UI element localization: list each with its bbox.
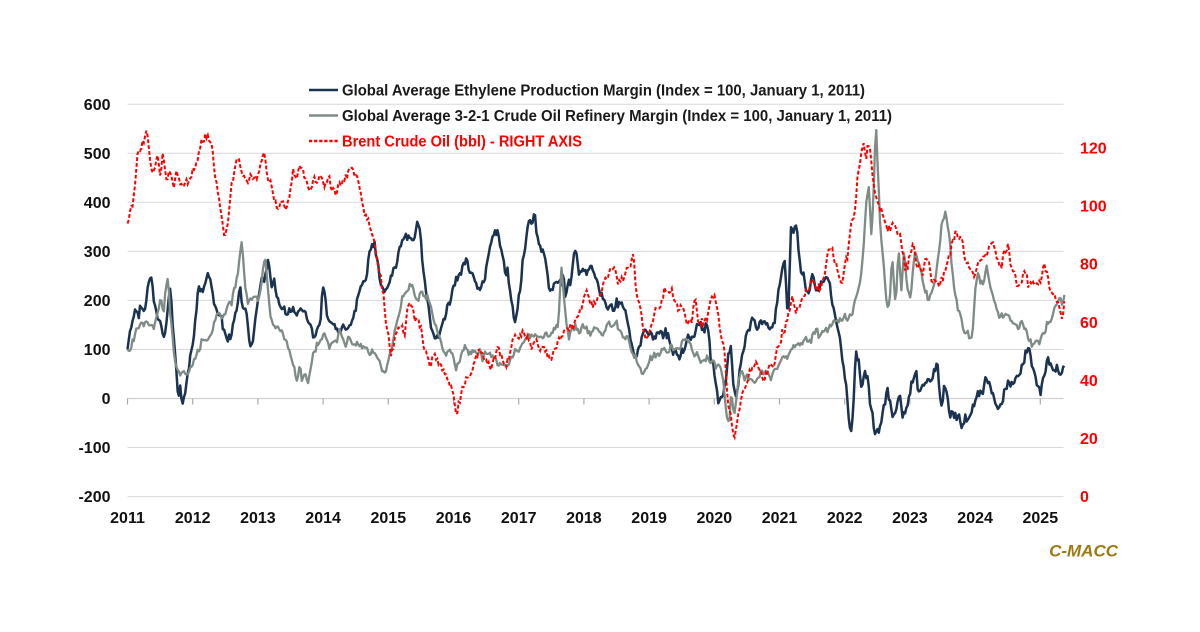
svg-text:300: 300 [84, 244, 111, 261]
svg-text:2020: 2020 [697, 510, 733, 527]
svg-text:60: 60 [1080, 315, 1098, 332]
svg-text:2016: 2016 [436, 510, 472, 527]
svg-text:2013: 2013 [240, 510, 276, 527]
svg-text:2017: 2017 [501, 510, 537, 527]
svg-text:100: 100 [1080, 199, 1107, 216]
svg-text:2012: 2012 [175, 510, 211, 527]
svg-text:2018: 2018 [566, 510, 602, 527]
svg-text:80: 80 [1080, 257, 1098, 274]
svg-text:400: 400 [84, 195, 111, 212]
svg-text:200: 200 [84, 293, 111, 310]
svg-text:2015: 2015 [371, 510, 407, 527]
svg-text:0: 0 [102, 391, 111, 408]
svg-text:Global Average 3-2-1 Crude Oil: Global Average 3-2-1 Crude Oil Refinery … [342, 108, 892, 125]
svg-text:120: 120 [1080, 141, 1107, 158]
svg-text:0: 0 [1080, 489, 1089, 506]
svg-text:600: 600 [84, 97, 111, 114]
svg-text:2019: 2019 [631, 510, 667, 527]
svg-text:-200: -200 [78, 489, 110, 506]
svg-text:C-MACC: C-MACC [1049, 542, 1119, 561]
svg-text:100: 100 [84, 342, 111, 359]
svg-text:40: 40 [1080, 373, 1098, 390]
svg-text:500: 500 [84, 146, 111, 163]
svg-text:2021: 2021 [762, 510, 798, 527]
svg-text:-100: -100 [78, 440, 110, 457]
svg-text:2014: 2014 [305, 510, 341, 527]
svg-text:2023: 2023 [892, 510, 928, 527]
svg-text:2025: 2025 [1023, 510, 1059, 527]
svg-text:2011: 2011 [110, 510, 145, 527]
svg-text:Global Average Ethylene Produc: Global Average Ethylene Production Margi… [342, 83, 865, 100]
svg-text:2022: 2022 [827, 510, 863, 527]
svg-text:Brent Crude Oil (bbl) - RIGHT: Brent Crude Oil (bbl) - RIGHT AXIS [342, 134, 582, 151]
svg-text:2024: 2024 [957, 510, 993, 527]
svg-text:20: 20 [1080, 431, 1098, 448]
